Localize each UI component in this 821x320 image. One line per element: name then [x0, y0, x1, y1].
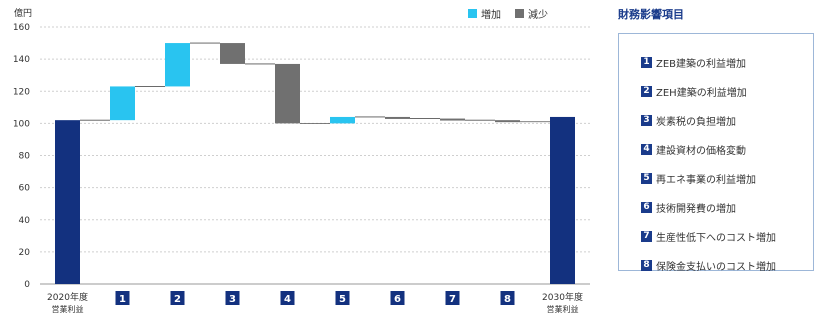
x-label-number: 6	[394, 294, 401, 305]
financial-impact-panel: 1 ZEB建築の利益増加 2 ZEH建築の利益増加 3 炭素税の負担増加 4 建設資材の価格変…	[618, 33, 814, 273]
impact-item: 2 ZEH建築の利益増加	[641, 77, 813, 106]
decrease-bar	[275, 63, 300, 124]
y-tick-label: 100	[13, 119, 30, 129]
decrease-bar	[440, 118, 465, 121]
y-axis-unit-label: 億円	[14, 7, 32, 19]
decrease-swatch	[515, 9, 524, 18]
impact-item-number-badge: 6	[641, 202, 652, 213]
y-tick-label: 20	[19, 248, 31, 258]
x-label-badge	[280, 291, 295, 305]
x-label-badge	[500, 291, 515, 305]
x-label-subtitle: 営業利益	[52, 304, 84, 314]
impact-item: 3 炭素税の負担増加	[641, 106, 813, 135]
impact-item-number-badge: 8	[641, 260, 652, 271]
x-label-badge	[445, 291, 460, 305]
increase-bar	[165, 43, 190, 87]
legend-item-decrease: 減少	[515, 6, 548, 21]
impact-item-label: 炭素税の負担増加	[656, 117, 736, 128]
x-label-year: 2020年度	[47, 291, 88, 303]
impact-item: 5 再エネ事業の利益増加	[641, 164, 813, 193]
x-label-number: 8	[504, 294, 511, 305]
x-label-number: 7	[449, 294, 456, 305]
x-label-number: 4	[284, 294, 291, 305]
legend-item-increase: 増加	[468, 6, 501, 21]
y-tick-label: 140	[13, 55, 30, 65]
x-label-badge	[170, 291, 185, 305]
impact-item-label: 建設資材の価格変動	[656, 146, 746, 157]
x-label-badge	[115, 291, 130, 305]
x-label-badge	[390, 291, 405, 305]
y-tick-label: 80	[19, 152, 31, 162]
x-label-number: 5	[339, 294, 346, 305]
y-tick-label: 120	[13, 87, 30, 97]
legend-decrease-label: 減少	[528, 10, 548, 21]
total-bar	[55, 120, 80, 284]
legend: 増加 減少	[468, 6, 548, 21]
impact-item-number-badge: 1	[641, 57, 652, 68]
decrease-bar	[385, 116, 410, 119]
impact-item: 6 技術開発費の増加	[641, 193, 813, 222]
x-label-badge	[225, 291, 240, 305]
impact-item-label: 技術開発費の増加	[656, 204, 736, 215]
x-label-number: 3	[229, 294, 236, 305]
impact-item-number-badge: 4	[641, 144, 652, 155]
impact-item: 7 生産性低下へのコスト増加	[641, 222, 813, 251]
decrease-bar	[495, 120, 520, 123]
impact-item-number-badge: 5	[641, 173, 652, 184]
impact-item-label: ZEB建築の利益増加	[656, 59, 747, 70]
legend-increase-label: 増加	[481, 10, 501, 21]
decrease-bar	[220, 43, 245, 64]
impact-item: 8 保険金支払いのコスト増加	[641, 251, 813, 280]
x-label-number: 2	[174, 294, 181, 305]
total-bar	[550, 116, 575, 284]
y-tick-label: 160	[13, 23, 30, 33]
impact-item-number-badge: 2	[641, 86, 652, 97]
x-label-number: 1	[119, 294, 126, 305]
increase-swatch	[468, 9, 477, 18]
x-label-year: 2030年度	[542, 291, 583, 303]
impact-item-number-badge: 7	[641, 231, 652, 242]
increase-bar	[330, 116, 355, 124]
y-tick-label: 40	[19, 216, 31, 226]
gridlines	[40, 26, 590, 285]
impact-item-number-badge: 3	[641, 115, 652, 126]
x-label-subtitle: 営業利益	[547, 304, 579, 314]
x-label-badge	[335, 291, 350, 305]
impact-item: 4 建設資材の価格変動	[641, 135, 813, 164]
y-axis-ticks: 0 20 40 60 80 100 120 140 160	[13, 23, 30, 290]
impact-item-label: 保険金支払いのコスト増加	[656, 262, 776, 273]
impact-item-label: ZEH建築の利益増加	[656, 88, 747, 99]
bars	[55, 42, 575, 284]
y-tick-label: 60	[19, 184, 31, 194]
impact-item: 1 ZEB建築の利益増加	[641, 48, 813, 77]
impact-item-label: 生産性低下へのコスト増加	[656, 233, 776, 244]
impact-item-label: 再エネ事業の利益増加	[656, 175, 756, 186]
panel-title: 財務影響項目	[618, 8, 684, 21]
increase-bar	[110, 86, 135, 121]
y-tick-label: 0	[24, 280, 30, 290]
impact-item-list: 1 ZEB建築の利益増加 2 ZEH建築の利益増加 3 炭素税の負担増加 4 建設資材の価格変…	[619, 34, 813, 280]
